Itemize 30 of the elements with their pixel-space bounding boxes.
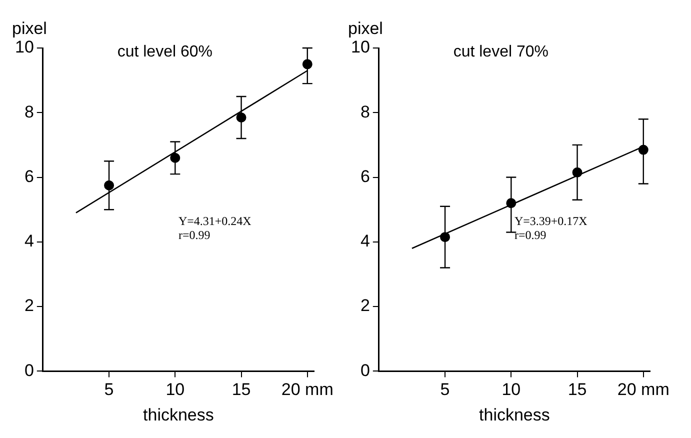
x-tick-label: 10	[502, 380, 521, 400]
x-tick-label: 20 mm	[617, 380, 670, 400]
annotation: r=0.99	[178, 228, 210, 242]
y-tick-label: 2	[360, 296, 370, 316]
annotation: r=0.99	[514, 228, 546, 242]
x-tick-label: 15	[568, 380, 587, 400]
x-tick-label: 20 mm	[281, 380, 334, 400]
y-tick-label: 4	[24, 232, 34, 251]
chart-title: cut level 60%	[117, 43, 212, 60]
x-tick-label: 15	[232, 380, 251, 400]
annotation: Y=3.39+0.17X	[514, 214, 588, 228]
x-tick-label: 5	[104, 380, 114, 400]
chart-title: cut level 70%	[453, 43, 548, 60]
y-tick-label: 6	[360, 166, 370, 186]
y-tick-label: 4	[360, 232, 370, 251]
y-tick-label: 0	[24, 360, 34, 380]
x-axis-title: thickness	[143, 405, 214, 424]
y-tick-label: 8	[360, 102, 370, 122]
y-tick-label: 8	[24, 102, 34, 122]
y-tick-label: 0	[360, 360, 370, 380]
y-tick-label: 6	[24, 166, 34, 186]
y-axis-title: pixel	[348, 19, 383, 38]
y-axis-title: pixel	[12, 19, 47, 38]
annotation: Y=4.31+0.24X	[178, 214, 252, 228]
x-axis-title: thickness	[479, 405, 550, 424]
y-tick-label: 10	[350, 38, 370, 57]
y-tick-label: 2	[24, 296, 34, 316]
x-tick-label: 5	[440, 380, 450, 400]
y-tick-label: 10	[14, 38, 34, 57]
x-tick-label: 10	[166, 380, 185, 400]
